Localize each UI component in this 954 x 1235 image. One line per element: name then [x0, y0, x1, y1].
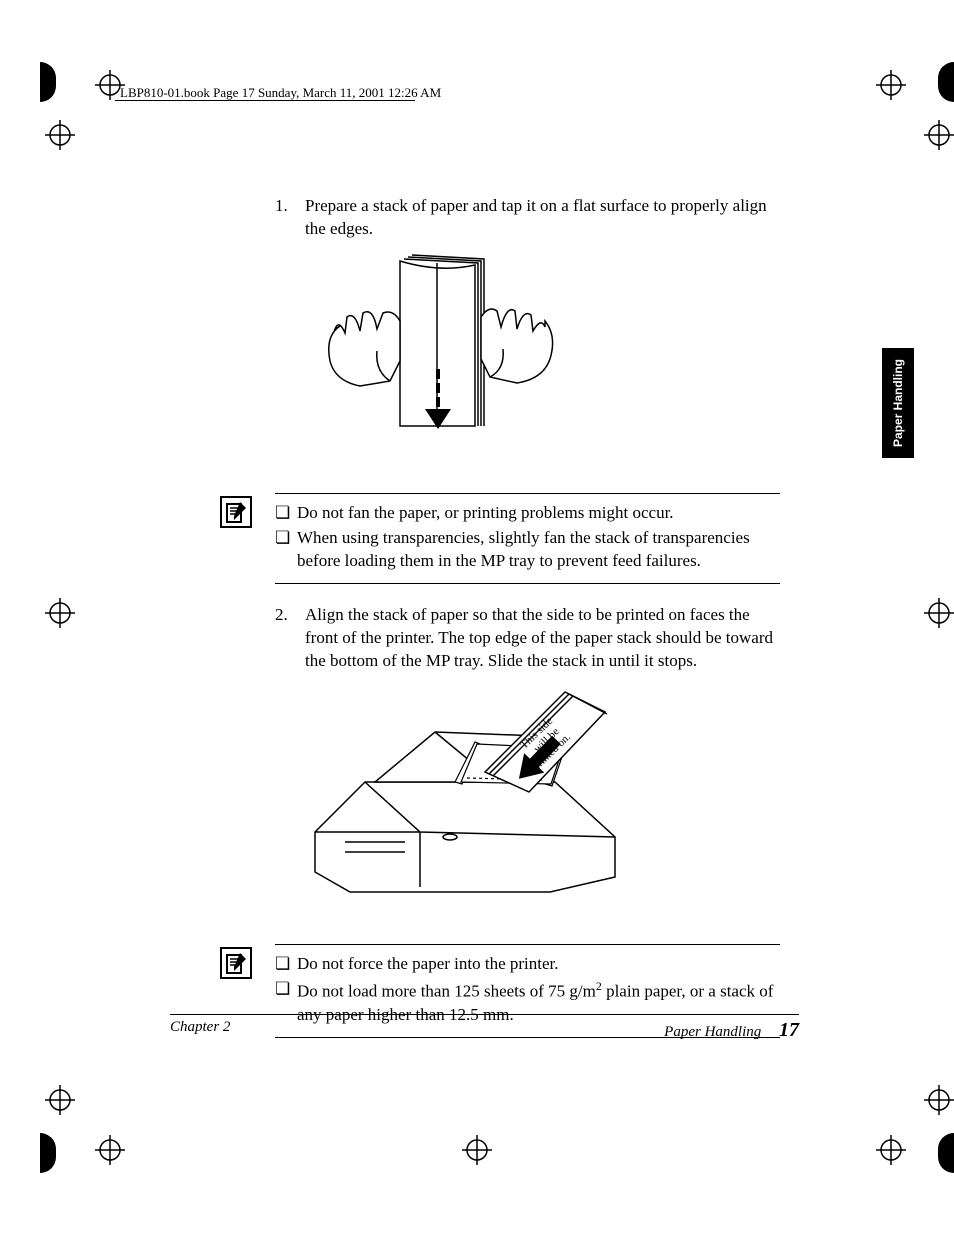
note-icon — [220, 947, 252, 979]
step-text: Prepare a stack of paper and tap it on a… — [305, 195, 780, 241]
crop-lug — [938, 1133, 954, 1173]
note-icon — [220, 496, 252, 528]
note-text: When using transparencies, slightly fan … — [297, 527, 780, 573]
crop-lug — [40, 1133, 56, 1173]
figure-hands-tapping-paper — [305, 251, 780, 453]
registration-mark-icon — [45, 1085, 75, 1115]
registration-mark-icon — [924, 1085, 954, 1115]
footer-chapter: Chapter 2 — [170, 1019, 230, 1042]
crop-lug — [938, 62, 954, 102]
registration-mark-icon — [45, 120, 75, 150]
note-item: ❏ When using transparencies, slightly fa… — [275, 527, 780, 573]
page-content: 1. Prepare a stack of paper and tap it o… — [275, 195, 780, 1058]
step-number: 1. — [275, 195, 305, 241]
footer-section: Paper Handling — [664, 1024, 761, 1040]
figure-load-paper-printer: This side will be printed on. — [305, 682, 780, 904]
registration-mark-icon — [95, 1135, 125, 1165]
step-2: 2. Align the stack of paper so that the … — [275, 604, 780, 673]
bullet-icon: ❏ — [275, 953, 297, 976]
bullet-icon: ❏ — [275, 502, 297, 525]
note-text: Do not force the paper into the printer. — [297, 953, 780, 976]
note-item: ❏ Do not fan the paper, or printing prob… — [275, 502, 780, 525]
step-number: 2. — [275, 604, 305, 673]
note-box-1: ❏ Do not fan the paper, or printing prob… — [275, 493, 780, 584]
page-footer: Chapter 2 Paper Handling 17 — [170, 1014, 799, 1042]
step-1: 1. Prepare a stack of paper and tap it o… — [275, 195, 780, 241]
note-item: ❏ Do not force the paper into the printe… — [275, 953, 780, 976]
footer-page-number: 17 — [779, 1019, 799, 1041]
running-head: LBP810-01.book Page 17 Sunday, March 11,… — [120, 85, 441, 101]
side-tab-paper-handling: Paper Handling — [882, 348, 914, 458]
side-tab-label: Paper Handling — [891, 359, 905, 447]
crop-lug — [40, 62, 56, 102]
registration-mark-icon — [462, 1135, 492, 1165]
registration-mark-icon — [924, 598, 954, 628]
registration-mark-icon — [876, 1135, 906, 1165]
registration-mark-icon — [45, 598, 75, 628]
registration-mark-icon — [924, 120, 954, 150]
note-text: Do not fan the paper, or printing proble… — [297, 502, 780, 525]
bullet-icon: ❏ — [275, 527, 297, 573]
registration-mark-icon — [876, 70, 906, 100]
step-text: Align the stack of paper so that the sid… — [305, 604, 780, 673]
